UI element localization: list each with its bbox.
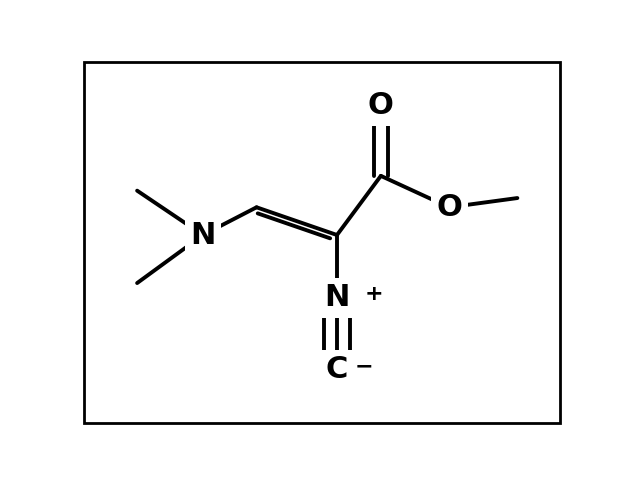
Text: N: N [325,283,350,312]
Text: O: O [436,193,462,222]
Text: −: − [355,356,373,376]
Text: O: O [368,91,394,120]
Text: +: + [364,284,383,304]
Text: C: C [326,355,348,384]
Text: N: N [190,220,216,250]
